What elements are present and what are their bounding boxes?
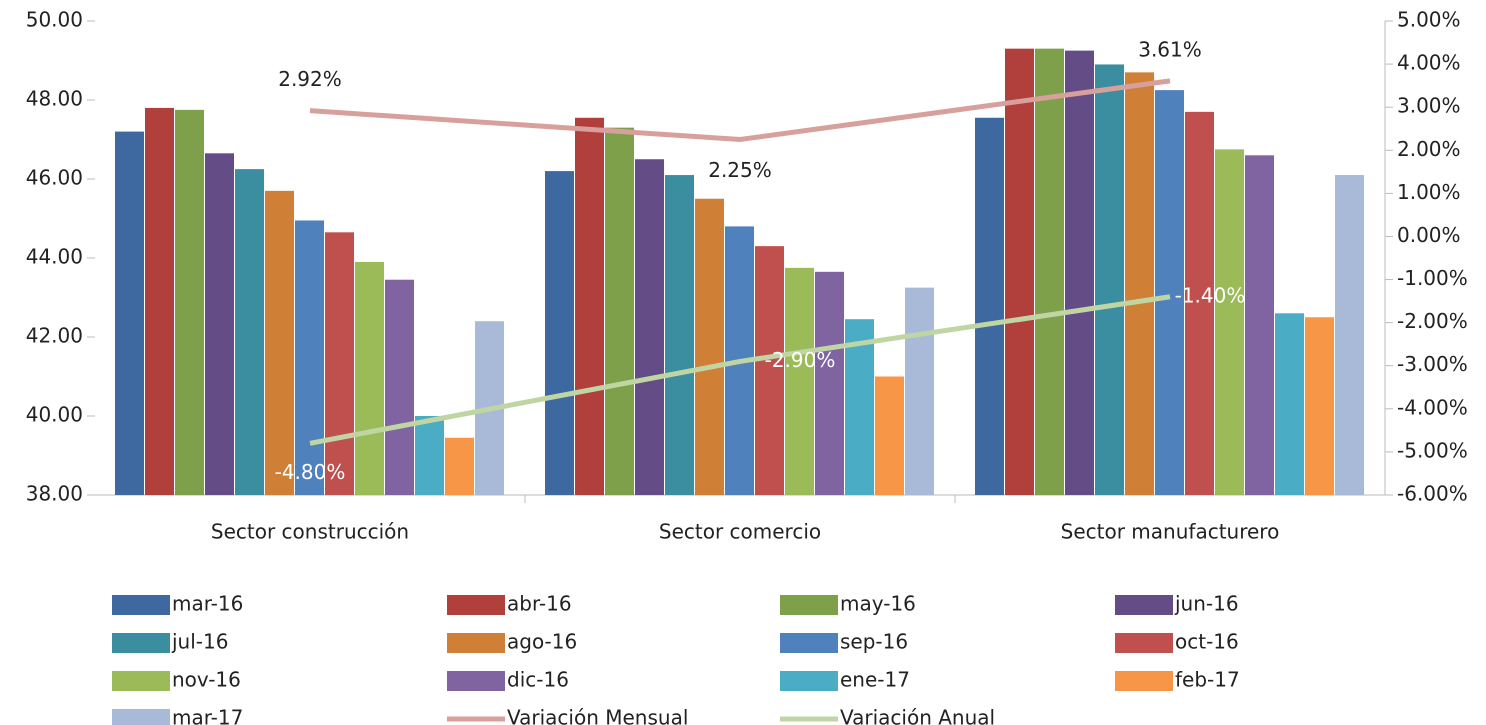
legend-label: nov-16 bbox=[172, 668, 241, 692]
bar bbox=[755, 246, 784, 495]
bar bbox=[635, 159, 664, 495]
legend-swatch bbox=[112, 633, 170, 653]
data-label: 2.25% bbox=[708, 158, 772, 182]
bar bbox=[1275, 313, 1304, 495]
legend-label: sep-16 bbox=[840, 630, 908, 654]
bar bbox=[695, 198, 724, 495]
y-tick-label: 38.00 bbox=[26, 482, 83, 506]
y2-tick-label: -3.00% bbox=[1397, 352, 1468, 376]
legend-label: ene-17 bbox=[840, 668, 910, 692]
bar bbox=[1155, 90, 1184, 495]
bar bbox=[905, 287, 934, 495]
legend-label: Variación Anual bbox=[840, 706, 995, 725]
bar bbox=[415, 416, 444, 495]
legend-swatch bbox=[112, 709, 170, 725]
y-tick-label: 40.00 bbox=[26, 403, 83, 427]
data-label: -2.90% bbox=[765, 348, 836, 372]
bar bbox=[265, 190, 294, 495]
legend-label: jul-16 bbox=[171, 630, 228, 654]
bar bbox=[295, 220, 324, 495]
bar bbox=[385, 279, 414, 495]
bar bbox=[445, 437, 474, 495]
y2-tick-label: -1.00% bbox=[1397, 266, 1468, 290]
data-label: 2.92% bbox=[278, 67, 342, 91]
legend-swatch bbox=[1115, 595, 1173, 615]
legend-swatch bbox=[447, 671, 505, 691]
x-tick-label: Sector construcción bbox=[211, 520, 409, 544]
y2-tick-label: 4.00% bbox=[1397, 51, 1461, 75]
y-tick-label: 48.00 bbox=[26, 87, 83, 111]
legend-swatch bbox=[780, 633, 838, 653]
bar bbox=[325, 232, 354, 495]
data-label: -4.80% bbox=[275, 460, 346, 484]
legend-label: oct-16 bbox=[1175, 630, 1239, 654]
legend-label: Variación Mensual bbox=[507, 706, 688, 725]
y-tick-label: 46.00 bbox=[26, 166, 83, 190]
bar bbox=[845, 319, 874, 495]
legend-label: mar-16 bbox=[172, 592, 243, 616]
legend-swatch bbox=[112, 595, 170, 615]
data-label: -1.40% bbox=[1175, 283, 1246, 307]
bar bbox=[1185, 111, 1214, 495]
legend-label: jun-16 bbox=[1174, 592, 1239, 616]
bar bbox=[1005, 48, 1034, 496]
bar bbox=[1305, 317, 1334, 495]
bar bbox=[575, 117, 604, 496]
legend-label: abr-16 bbox=[507, 592, 572, 616]
bar bbox=[665, 175, 694, 496]
legend-swatch bbox=[447, 633, 505, 653]
legend-label: ago-16 bbox=[507, 630, 577, 654]
y2-tick-label: -4.00% bbox=[1397, 395, 1468, 419]
legend-label: may-16 bbox=[840, 592, 916, 616]
y2-tick-label: 1.00% bbox=[1397, 180, 1461, 204]
bar bbox=[1245, 155, 1274, 496]
legend-swatch bbox=[112, 671, 170, 691]
bar bbox=[205, 153, 234, 495]
bar bbox=[875, 376, 904, 495]
legend-swatch bbox=[1115, 671, 1173, 691]
bar bbox=[1215, 149, 1244, 495]
bar bbox=[785, 267, 814, 495]
y2-tick-label: 0.00% bbox=[1397, 223, 1461, 247]
bar bbox=[1035, 48, 1064, 496]
line bbox=[309, 294, 1171, 446]
bar bbox=[235, 169, 264, 495]
y-tick-label: 44.00 bbox=[26, 245, 83, 269]
legend-swatch bbox=[447, 595, 505, 615]
y2-tick-label: -2.00% bbox=[1397, 309, 1468, 333]
x-tick-label: Sector manufacturero bbox=[1061, 520, 1280, 544]
bar bbox=[1095, 64, 1124, 495]
y2-tick-label: -5.00% bbox=[1397, 438, 1468, 462]
y-tick-label: 50.00 bbox=[26, 8, 83, 32]
line bbox=[309, 78, 1171, 143]
y2-tick-label: 3.00% bbox=[1397, 94, 1461, 118]
bar bbox=[175, 109, 204, 495]
y2-tick-label: 2.00% bbox=[1397, 137, 1461, 161]
legend-label: mar-17 bbox=[172, 706, 243, 725]
bar bbox=[975, 117, 1004, 496]
bar bbox=[355, 261, 384, 495]
y2-tick-label: 5.00% bbox=[1397, 8, 1461, 32]
y-tick-label: 42.00 bbox=[26, 324, 83, 348]
legend-swatch bbox=[780, 595, 838, 615]
bar bbox=[815, 271, 844, 495]
legend-swatch bbox=[780, 671, 838, 691]
bar bbox=[1335, 175, 1364, 496]
bar bbox=[545, 171, 574, 495]
bar bbox=[1125, 72, 1154, 495]
bar bbox=[605, 127, 634, 496]
legend-label: feb-17 bbox=[1175, 668, 1240, 692]
bar bbox=[115, 131, 144, 495]
bar bbox=[145, 107, 174, 496]
y2-tick-label: -6.00% bbox=[1397, 482, 1468, 506]
data-label: 3.61% bbox=[1138, 37, 1202, 61]
legend-label: dic-16 bbox=[507, 668, 569, 692]
bar bbox=[1065, 50, 1094, 495]
legend-swatch bbox=[1115, 633, 1173, 653]
x-tick-label: Sector comercio bbox=[659, 520, 821, 544]
